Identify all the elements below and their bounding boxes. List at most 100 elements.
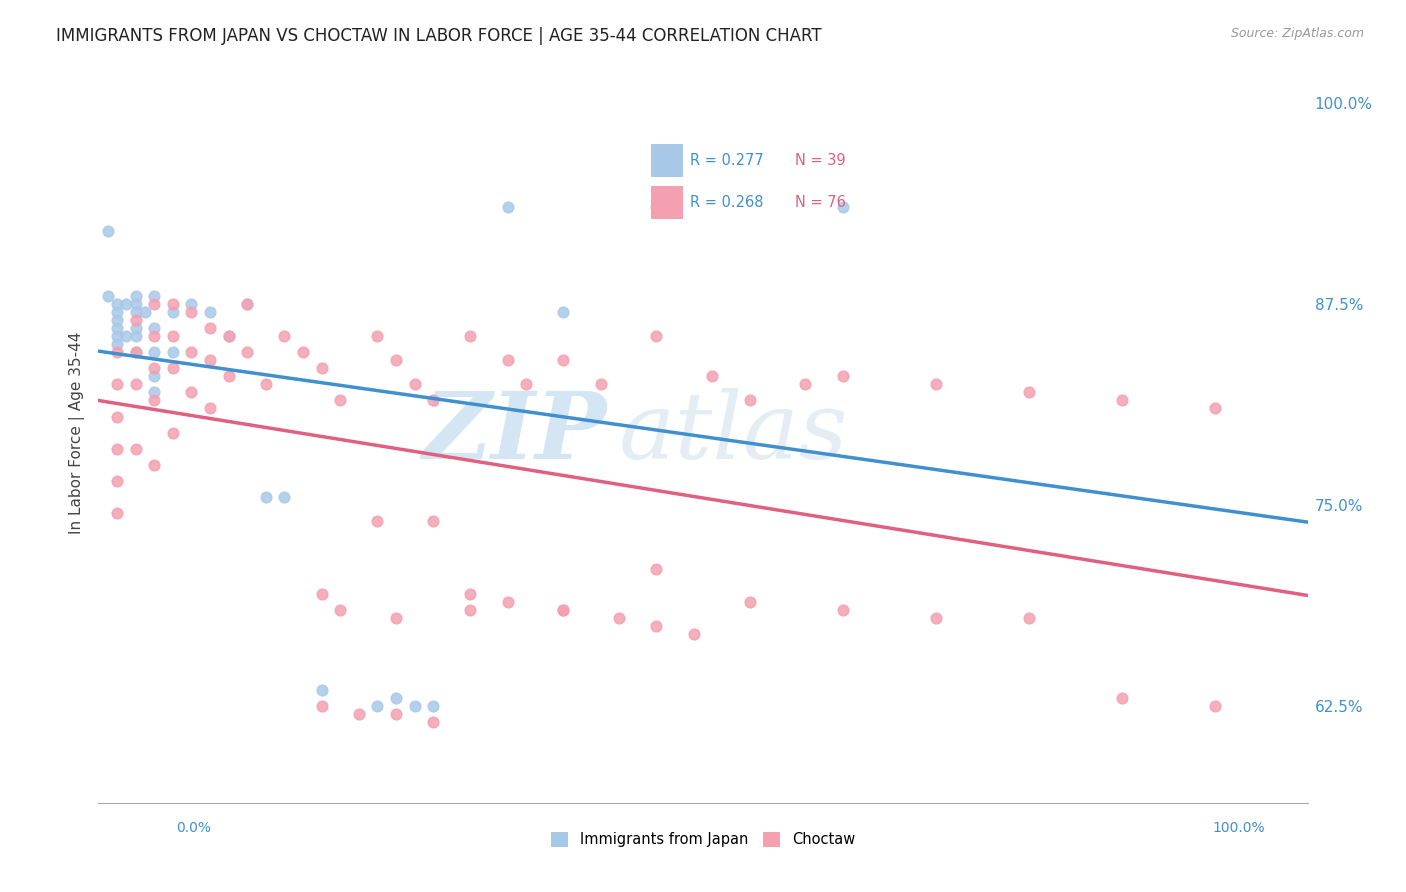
Point: [385, 353, 408, 368]
Point: [329, 393, 352, 408]
Point: [924, 610, 946, 624]
Point: [124, 345, 146, 359]
Point: [404, 377, 426, 392]
Point: [1018, 385, 1040, 400]
Point: [198, 401, 221, 416]
Point: [162, 305, 184, 319]
Point: [385, 610, 408, 624]
Y-axis label: In Labor Force | Age 35-44: In Labor Force | Age 35-44: [69, 332, 84, 533]
Point: [124, 321, 146, 335]
Text: IMMIGRANTS FROM JAPAN VS CHOCTAW IN LABOR FORCE | AGE 35-44 CORRELATION CHART: IMMIGRANTS FROM JAPAN VS CHOCTAW IN LABO…: [56, 27, 823, 45]
Point: [460, 329, 482, 343]
Point: [422, 514, 444, 528]
Point: [124, 297, 146, 311]
Point: [1204, 699, 1226, 714]
Point: [422, 699, 444, 714]
Text: R = 0.268: R = 0.268: [690, 195, 763, 211]
Bar: [651, 145, 683, 177]
Point: [366, 329, 388, 343]
Point: [143, 289, 166, 303]
Point: [385, 691, 408, 706]
Point: [143, 321, 166, 335]
Point: [105, 506, 128, 520]
Point: [105, 313, 128, 327]
Point: [105, 337, 128, 351]
Point: [738, 594, 761, 608]
Point: [124, 377, 146, 392]
Point: [218, 369, 240, 384]
Point: [254, 377, 277, 392]
Point: [553, 602, 575, 616]
Point: [162, 361, 184, 376]
Point: [645, 619, 668, 633]
Point: [311, 586, 333, 600]
Point: [124, 313, 146, 327]
Point: [143, 329, 166, 343]
Point: [162, 425, 184, 440]
Text: atlas: atlas: [619, 388, 848, 477]
Point: [831, 602, 853, 616]
Point: [124, 305, 146, 319]
Point: [460, 586, 482, 600]
Point: [124, 442, 146, 456]
Point: [682, 627, 704, 641]
Point: [422, 715, 444, 730]
Point: [794, 377, 817, 392]
Point: [143, 458, 166, 472]
Point: [134, 305, 156, 319]
Point: [273, 329, 295, 343]
Point: [162, 297, 184, 311]
Point: [124, 329, 146, 343]
Point: [385, 707, 408, 722]
Point: [460, 602, 482, 616]
Point: [115, 297, 138, 311]
Point: [311, 699, 333, 714]
Point: [422, 393, 444, 408]
Text: 0.0%: 0.0%: [176, 821, 211, 835]
Point: [218, 329, 240, 343]
Point: [273, 490, 295, 504]
Text: N = 39: N = 39: [796, 153, 846, 168]
Point: [97, 224, 120, 238]
Point: [1111, 393, 1133, 408]
Point: [589, 377, 612, 392]
Point: [143, 393, 166, 408]
Text: N = 76: N = 76: [796, 195, 846, 211]
Point: [236, 297, 259, 311]
Point: [553, 353, 575, 368]
Bar: [651, 186, 683, 219]
Point: [105, 442, 128, 456]
Point: [97, 289, 120, 303]
Point: [404, 699, 426, 714]
Point: [553, 305, 575, 319]
Point: [292, 345, 315, 359]
Point: [198, 321, 221, 335]
Point: [496, 353, 519, 368]
Point: [180, 297, 202, 311]
Point: [347, 707, 370, 722]
Text: R = 0.277: R = 0.277: [690, 153, 763, 168]
Point: [105, 305, 128, 319]
Point: [236, 345, 259, 359]
Point: [553, 602, 575, 616]
Point: [105, 297, 128, 311]
Point: [924, 377, 946, 392]
Point: [180, 345, 202, 359]
Point: [702, 369, 724, 384]
Point: [143, 345, 166, 359]
Text: ZIP: ZIP: [422, 388, 606, 477]
Point: [198, 353, 221, 368]
Point: [105, 321, 128, 335]
Point: [105, 329, 128, 343]
Point: [366, 699, 388, 714]
Point: [311, 683, 333, 698]
Point: [311, 361, 333, 376]
Text: Source: ZipAtlas.com: Source: ZipAtlas.com: [1230, 27, 1364, 40]
Legend: Immigrants from Japan, Choctaw: Immigrants from Japan, Choctaw: [551, 832, 855, 847]
Point: [1204, 401, 1226, 416]
Point: [124, 345, 146, 359]
Point: [143, 297, 166, 311]
Point: [496, 200, 519, 214]
Point: [236, 297, 259, 311]
Point: [607, 610, 630, 624]
